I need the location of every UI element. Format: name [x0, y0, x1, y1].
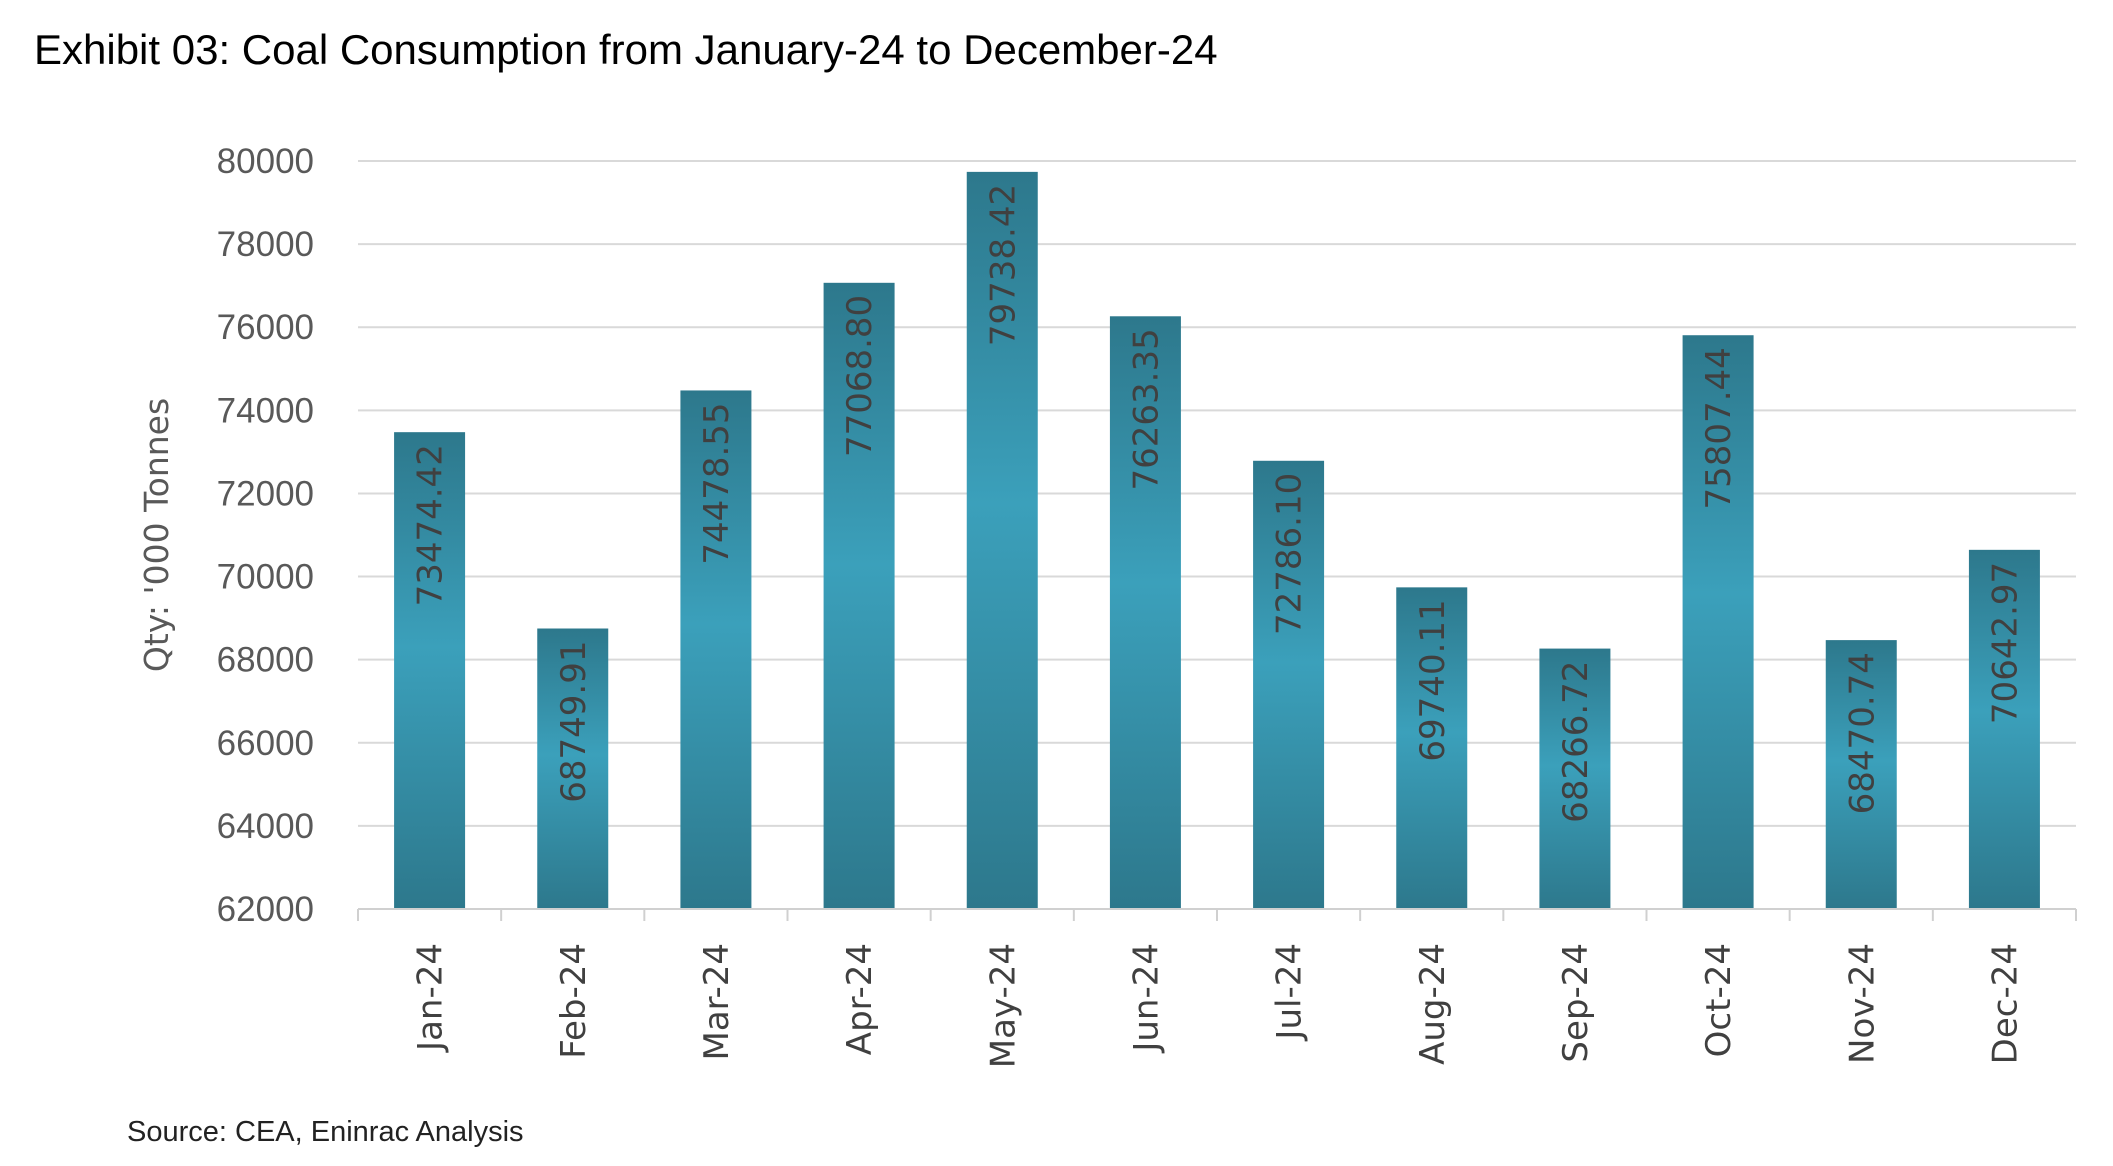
x-tick-label: Jan-24 — [411, 943, 451, 1053]
bar-aug-24 — [1396, 587, 1468, 909]
data-label: 74478.55 — [697, 402, 737, 564]
bar-dec-24 — [1968, 549, 2040, 909]
x-tick-label: Aug-24 — [1413, 943, 1453, 1065]
x-tick-label: Apr-24 — [840, 943, 880, 1055]
x-tick-label: Jun-24 — [1126, 943, 1166, 1054]
data-label: 68470.74 — [1842, 652, 1882, 814]
data-label: 73474.42 — [411, 444, 451, 606]
bar-feb-24 — [537, 628, 609, 909]
bar-oct-24 — [1682, 335, 1754, 910]
y-tick-label: 66000 — [217, 724, 314, 763]
bar-jun-24 — [1109, 316, 1181, 909]
x-tick-label: May-24 — [983, 943, 1023, 1068]
bar-jul-24 — [1253, 460, 1325, 909]
x-tick-label: Oct-24 — [1699, 943, 1739, 1057]
y-tick-label: 78000 — [217, 225, 314, 264]
bar-apr-24 — [823, 282, 895, 910]
y-tick-label: 76000 — [217, 308, 314, 347]
bar-mar-24 — [680, 390, 752, 910]
x-tick-label: Dec-24 — [1985, 943, 2025, 1064]
data-label: 72786.10 — [1270, 473, 1310, 635]
y-tick-label: 72000 — [217, 474, 314, 513]
data-label: 68749.91 — [554, 641, 594, 803]
x-tick-label: Jul-24 — [1270, 943, 1310, 1042]
data-label: 79738.42 — [983, 184, 1023, 346]
data-label: 69740.11 — [1413, 599, 1453, 761]
x-tick-label: Mar-24 — [697, 943, 737, 1061]
bar-may-24 — [966, 171, 1038, 909]
x-tick-label: Sep-24 — [1556, 943, 1596, 1063]
y-tick-label: 64000 — [217, 807, 314, 846]
y-axis-title: Qty: '000 Tonnes — [137, 398, 176, 672]
y-tick-label: 70000 — [217, 558, 314, 597]
y-tick-label: 62000 — [217, 890, 314, 929]
y-tick-label: 74000 — [217, 391, 314, 430]
data-label: 68266.72 — [1556, 661, 1596, 823]
data-label: 70642.97 — [1985, 562, 2025, 724]
bar-jan-24 — [394, 432, 466, 909]
y-tick-label: 68000 — [217, 641, 314, 680]
x-tick-label: Feb-24 — [554, 943, 594, 1059]
bar-sep-24 — [1539, 648, 1611, 909]
data-label: 77068.80 — [840, 295, 880, 457]
x-tick-label: Nov-24 — [1842, 943, 1882, 1064]
source-note: Source: CEA, Eninrac Analysis — [127, 1116, 524, 1148]
bar-nov-24 — [1825, 640, 1897, 909]
chart-title: Exhibit 03: Coal Consumption from Januar… — [34, 26, 1218, 73]
y-tick-label: 80000 — [217, 142, 314, 181]
data-label: 76263.35 — [1126, 328, 1166, 490]
data-label: 75807.44 — [1699, 347, 1739, 509]
